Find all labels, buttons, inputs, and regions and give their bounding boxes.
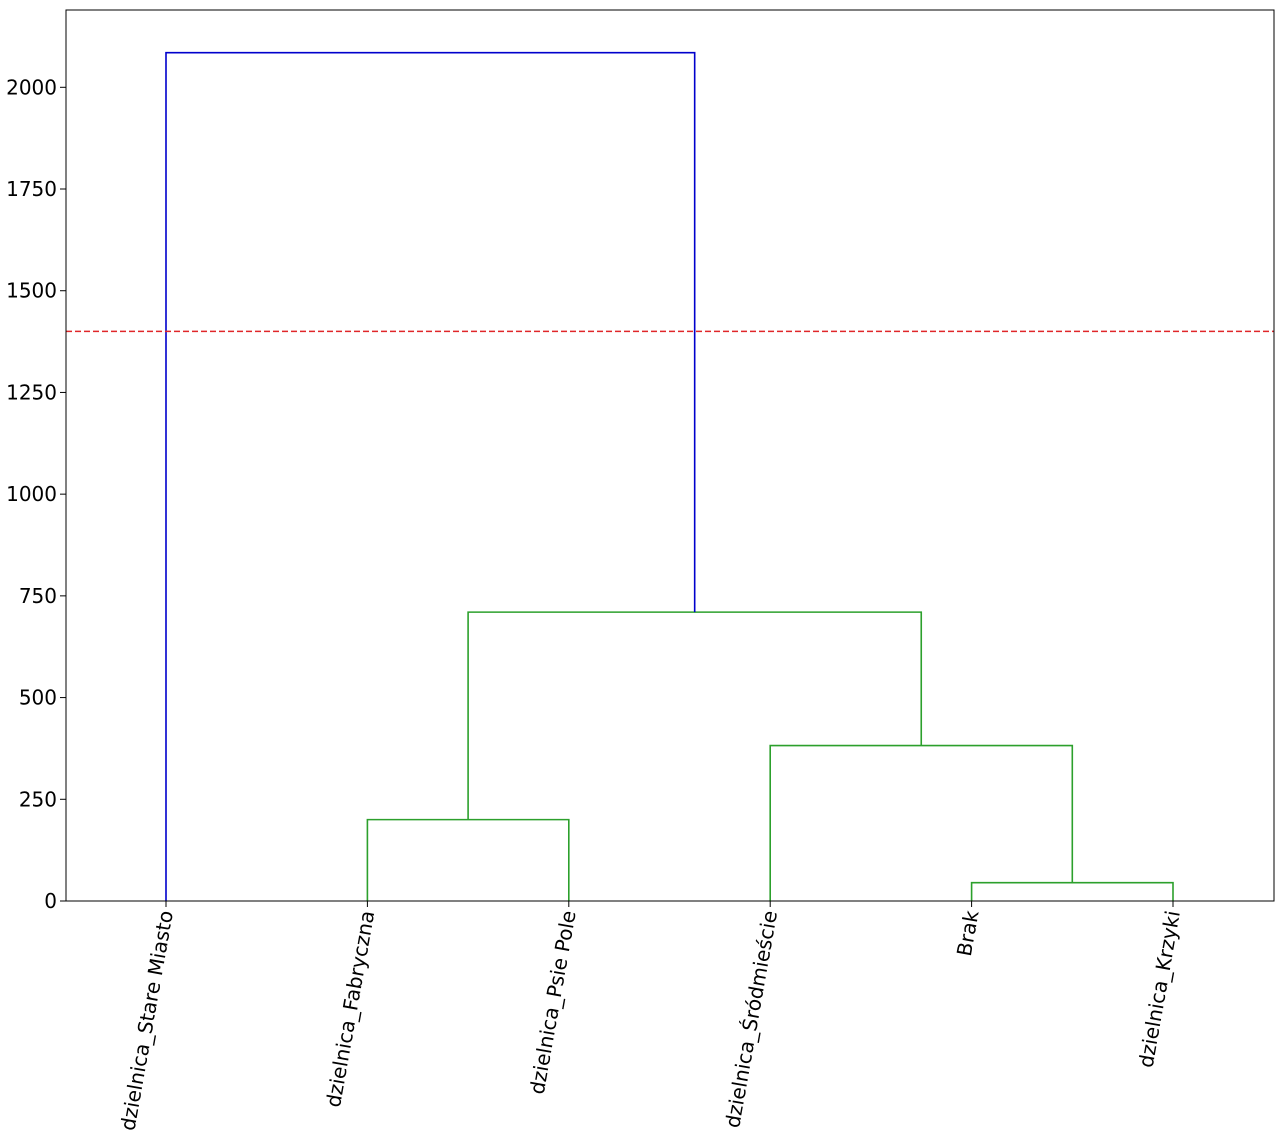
y-tick-label: 500: [19, 686, 57, 710]
dendrogram-links: [165, 51, 1174, 901]
leaf-label: Brak: [952, 908, 984, 958]
y-tick-label: 250: [19, 787, 57, 811]
dendrogram-link-2: [769, 744, 1074, 901]
dendrogram-link-1: [366, 818, 570, 901]
x-axis: dzielnica_Stare Miasto dzielnica_Fabryczn…: [116, 901, 1185, 1132]
leaf-label: dzielnica_Fabryczna: [321, 909, 379, 1109]
leaf-label: dzielnica_Stare Miasto: [116, 909, 178, 1133]
dendrogram-link-3: [467, 611, 923, 820]
y-tick-label: 2000: [6, 75, 57, 99]
y-tick-label: 1500: [6, 279, 57, 303]
y-tick-label: 750: [19, 584, 57, 608]
dendrogram-link-4: [165, 51, 696, 901]
y-tick-label: 0: [44, 889, 57, 913]
y-tick-label: 1000: [6, 482, 57, 506]
y-axis: 0 250 500 750 1000 1250 1500 1750 2000: [6, 75, 66, 913]
y-tick-label: 1750: [6, 177, 57, 201]
leaf-label: dzielnica_Krzyki: [1134, 909, 1185, 1070]
leaf-label: dzielnica_Śródmieście: [720, 909, 782, 1130]
y-tick-label: 1250: [6, 380, 57, 404]
dendrogram-link-0: [970, 881, 1174, 901]
leaf-label: dzielnica_Psie Pole: [525, 909, 581, 1096]
plot-area-frame: [65, 9, 1275, 902]
